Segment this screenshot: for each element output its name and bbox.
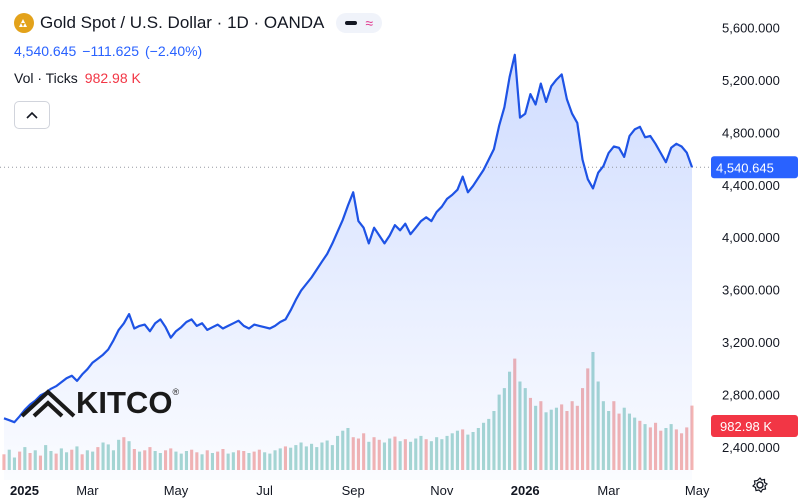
last-price: 4,540.645 [14, 43, 77, 59]
x-tick-label: May [685, 483, 710, 498]
x-tick-label: Jul [256, 483, 273, 498]
collapse-legend-button[interactable] [14, 101, 50, 129]
price-change-row: 4,540.645 −111.625 (−2.40%) [14, 43, 202, 59]
x-tick-label: 2026 [511, 483, 540, 498]
chevron-up-icon [26, 111, 38, 119]
registered-mark: ® [172, 387, 180, 397]
symbol-title[interactable]: Gold Spot / U.S. Dollar · 1D · OANDA [40, 13, 325, 32]
y-tick-label: 3,600.000 [722, 283, 780, 298]
x-tick-label: Mar [597, 483, 620, 498]
y-tick-label: 5,600.000 [722, 21, 780, 36]
price-tag-bg [711, 156, 798, 179]
y-tick-label: 4,400.000 [722, 178, 780, 193]
volume-label: Vol · Ticks [14, 70, 78, 86]
y-axis: 2,400.000 2,800.000 3,200.000 3,600.000 4,00… [722, 21, 780, 455]
y-tick-label: 4,000.000 [722, 230, 780, 245]
volume-tag-label: 982.98 K [720, 419, 772, 434]
price-area [4, 54, 692, 481]
volume-value: 982.98 K [84, 70, 141, 86]
minus-icon[interactable] [345, 21, 358, 25]
y-tick-label: 3,200.000 [722, 335, 780, 350]
settings-icon[interactable] [752, 477, 768, 493]
x-tick-label: 2025 [10, 483, 39, 498]
volume-bar [2, 454, 6, 470]
price-tag-label: 4,540.645 [716, 160, 774, 175]
y-tick-label: 2,400.000 [722, 440, 780, 455]
x-tick-label: Sep [342, 483, 365, 498]
change-value: −111.625 [82, 43, 140, 59]
gold-symbol-icon[interactable] [14, 13, 34, 33]
x-axis: 2025 Mar May Jul Sep Nov 2026 Mar May [10, 483, 710, 498]
x-tick-label: Mar [76, 483, 99, 498]
x-tick-label: Nov [430, 483, 454, 498]
y-tick-label: 5,200.000 [722, 73, 780, 88]
y-tick-label: 2,800.000 [722, 387, 780, 402]
kitco-wordmark: KITCO [76, 385, 173, 420]
axis-labels: 4,540.645 982.98 K [711, 156, 798, 437]
volume-tag-bg [711, 415, 798, 437]
change-percent: (−2.40%) [145, 43, 203, 59]
kitco-watermark: KITCO ® [20, 385, 179, 421]
indicator-toggle[interactable]: ≈ [336, 13, 383, 33]
wave-icon[interactable]: ≈ [365, 15, 374, 31]
chart-header: Gold Spot / U.S. Dollar · 1D · OANDA ≈ [14, 13, 383, 33]
volume-legend: Vol · Ticks 982.98 K [14, 70, 141, 86]
price-line [3, 53, 694, 424]
y-tick-label: 4,800.000 [722, 125, 780, 140]
x-tick-label: May [164, 483, 189, 498]
kitco-logo-icon [20, 389, 76, 418]
